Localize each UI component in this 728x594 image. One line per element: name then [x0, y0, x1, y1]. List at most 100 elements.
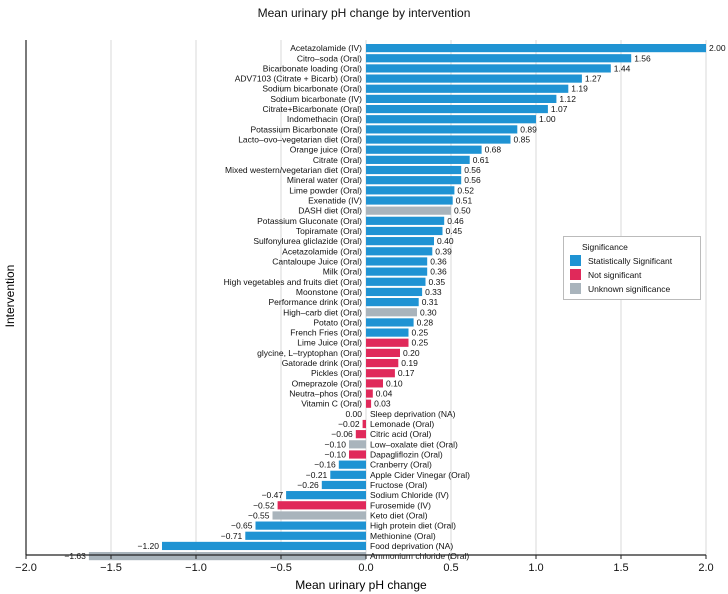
category-label: Mixed western/vegetarian diet (Oral) — [225, 165, 362, 175]
value-label: −0.52 — [253, 500, 275, 510]
legend-swatch-unknown — [570, 283, 581, 294]
category-label: Keto diet (Oral) — [370, 510, 428, 520]
category-label: Orange juice (Oral) — [290, 145, 362, 155]
value-label: −0.26 — [297, 480, 319, 490]
x-tick-label: −0.5 — [270, 562, 292, 574]
value-label: 0.04 — [376, 389, 393, 399]
category-label: Lacto–ovo–vegetarian diet (Oral) — [238, 135, 362, 145]
value-label: −0.10 — [324, 439, 346, 449]
bar — [366, 389, 373, 398]
category-label: Topiramate (Oral) — [296, 226, 362, 236]
bar — [366, 84, 569, 93]
category-label: Furosemide (IV) — [370, 500, 431, 510]
category-label: Sulfonylurea gliclazide (Oral) — [253, 236, 362, 246]
value-label: 0.61 — [473, 155, 490, 165]
bar — [366, 165, 462, 175]
bar — [366, 196, 453, 205]
bar — [245, 531, 366, 540]
x-axis-title: Mean urinary pH change — [295, 578, 427, 592]
value-label: 0.31 — [422, 297, 439, 307]
bar — [366, 216, 445, 225]
value-label: 0.46 — [447, 216, 464, 226]
category-label: Citrate+Bicarbonate (Oral) — [263, 104, 363, 114]
value-label: −1.20 — [137, 541, 159, 551]
bar — [366, 277, 426, 286]
category-label: Fructose (Oral) — [370, 480, 427, 490]
value-label: 0.19 — [401, 358, 418, 368]
bar — [366, 257, 428, 266]
x-tick-label: 1.0 — [528, 562, 543, 574]
axes: −2.0 −1.5 −1.0 −0.5 0.0 0.5 1.0 1.5 2.0 — [15, 40, 714, 574]
value-label: −0.47 — [262, 490, 284, 500]
value-label: −0.16 — [314, 460, 336, 470]
category-label: Mineral water (Oral) — [287, 175, 362, 185]
category-label: High vegetables and fruits diet (Oral) — [224, 277, 363, 287]
bar — [277, 501, 366, 510]
category-label: High–carb diet (Oral) — [283, 307, 362, 317]
bar — [321, 480, 366, 490]
value-label: 0.10 — [386, 378, 403, 388]
bar — [366, 54, 632, 63]
bar — [366, 348, 400, 357]
value-label: −0.21 — [306, 470, 328, 480]
value-label: 1.00 — [539, 114, 556, 124]
category-label: Potato (Oral) — [313, 317, 362, 327]
value-label: 0.56 — [464, 175, 481, 185]
bar — [366, 155, 470, 164]
bar — [366, 186, 455, 195]
bar — [366, 308, 417, 317]
category-label: High protein diet (Oral) — [370, 521, 456, 531]
category-label: Cantaloupe Juice (Oral) — [272, 256, 362, 266]
category-label: Sodium bicarbonate (Oral) — [262, 84, 362, 94]
bar — [162, 541, 366, 551]
category-label: Dapagliflozin (Oral) — [370, 450, 443, 460]
x-tick-label: 0.0 — [358, 562, 373, 574]
category-label: Methionine (Oral) — [370, 531, 436, 541]
category-label: Gatorade drink (Oral) — [282, 358, 362, 368]
category-label: Lime powder (Oral) — [289, 185, 362, 195]
value-label: −0.71 — [221, 531, 243, 541]
category-label: Acetazolamide (IV) — [290, 43, 362, 53]
y-axis-title: Intervention — [3, 265, 17, 328]
category-label: French Fries (Oral) — [290, 328, 362, 338]
category-label: Neutra–phos (Oral) — [289, 389, 362, 399]
category-label: DASH diet (Oral) — [298, 206, 362, 216]
bar — [366, 226, 443, 236]
bar — [286, 491, 366, 500]
category-label: Citric acid (Oral) — [370, 429, 432, 439]
bar — [366, 64, 611, 73]
bar — [366, 94, 557, 103]
bar — [366, 44, 706, 53]
value-label: −0.06 — [331, 429, 353, 439]
value-label: 0.39 — [435, 246, 452, 256]
legend-swatch-significant — [570, 255, 581, 266]
bar — [366, 399, 372, 408]
category-label: Food deprivation (NA) — [370, 541, 453, 551]
value-label: 0.00 — [345, 409, 362, 419]
value-label: 0.56 — [464, 165, 481, 175]
value-label: 0.28 — [417, 317, 434, 327]
bar — [366, 267, 428, 276]
value-label: 1.44 — [614, 63, 631, 73]
value-labels: 2.00 1.561.44 1.271.191.121.071.000.890.85… — [64, 43, 725, 561]
bar — [366, 318, 414, 327]
value-label: 0.36 — [430, 267, 447, 277]
bar — [366, 135, 511, 144]
value-label: 0.89 — [520, 124, 537, 134]
value-label: 0.30 — [420, 307, 437, 317]
category-label: Sodium Chloride (IV) — [370, 490, 449, 500]
category-label: Lemonade (Oral) — [370, 419, 434, 429]
bar — [349, 440, 366, 449]
category-label: Apple Cider Vinegar (Oral) — [370, 470, 470, 480]
bar — [366, 237, 434, 246]
bar — [362, 419, 366, 429]
value-label: 0.03 — [374, 399, 391, 409]
category-label: Sodium bicarbonate (IV) — [270, 94, 362, 104]
category-label: Indomethacin (Oral) — [287, 114, 362, 124]
value-label: 1.19 — [571, 84, 588, 94]
bar — [366, 369, 395, 378]
bars — [88, 44, 706, 561]
legend-swatch-not-significant — [570, 269, 581, 280]
bar — [366, 125, 518, 134]
